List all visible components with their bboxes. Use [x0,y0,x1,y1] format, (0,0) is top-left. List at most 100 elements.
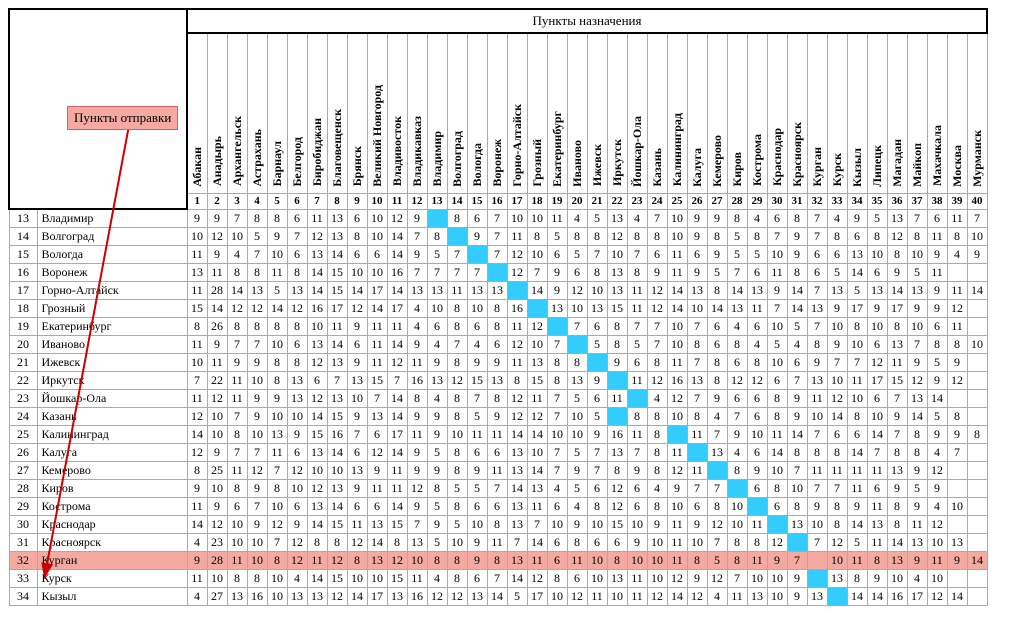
data-cell: 10 [667,408,687,426]
row-num: 17 [9,282,37,300]
table-row: 15Вологда1194710613146614957712106571076… [9,246,987,264]
col-num-1: 1 [187,193,207,209]
table-row: 24Казань12107910101415913149985912127105… [9,408,987,426]
data-cell: 11 [747,300,767,318]
data-cell: 26 [207,318,227,336]
data-cell: 10 [287,408,307,426]
data-cell: 11 [407,426,427,444]
col-num-33: 33 [827,193,847,209]
data-cell: 10 [507,209,527,228]
data-cell: 7 [767,228,787,246]
data-cell: 9 [247,480,267,498]
data-cell: 15 [367,372,387,390]
data-cell: 11 [667,246,687,264]
data-cell: 11 [387,318,407,336]
data-cell: 10 [887,570,907,588]
data-cell: 8 [267,318,287,336]
dest-col-5: Барнаул [267,33,287,193]
data-cell: 8 [267,372,287,390]
data-cell: 9 [867,300,887,318]
data-cell: 14 [767,444,787,462]
data-cell: 4 [927,498,947,516]
data-cell: 8 [707,282,727,300]
data-cell: 9 [427,408,447,426]
dest-col-27: Кемерово [707,33,727,193]
data-cell: 6 [287,246,307,264]
col-num-15: 15 [467,193,487,209]
data-cell: 11 [307,209,327,228]
table-row: 32Курган92811108121112813121088981311611… [9,552,987,570]
data-cell: 4 [407,318,427,336]
data-cell [967,570,987,588]
data-cell: 12 [267,516,287,534]
data-cell: 8 [407,390,427,408]
data-cell: 9 [207,336,227,354]
data-cell: 10 [967,228,987,246]
data-cell: 9 [687,516,707,534]
data-cell: 8 [447,209,467,228]
data-cell: 8 [807,444,827,462]
col-num-40: 40 [967,193,987,209]
data-cell: 10 [627,552,647,570]
data-cell: 16 [887,588,907,606]
dest-col-34: Кызыл [847,33,867,193]
data-cell: 11 [927,264,947,282]
data-cell: 7 [367,390,387,408]
data-cell: 11 [367,354,387,372]
data-cell: 11 [667,552,687,570]
distance-table: Пункты назначения АбаканАнадырьАрхангель… [8,8,988,606]
data-cell: 10 [827,372,847,390]
data-cell: 13 [507,444,527,462]
col-num-12: 12 [407,193,427,209]
data-cell: 13 [327,480,347,498]
data-cell: 11 [447,282,467,300]
col-num-26: 26 [687,193,707,209]
data-cell: 8 [727,209,747,228]
data-cell: 6 [567,570,587,588]
data-cell: 13 [507,462,527,480]
data-cell: 14 [347,282,367,300]
data-cell: 10 [547,426,567,444]
data-cell: 11 [387,462,407,480]
data-cell: 9 [207,498,227,516]
data-cell: 12 [567,282,587,300]
data-cell: 14 [867,588,887,606]
data-cell: 14 [867,426,887,444]
data-cell: 8 [507,372,527,390]
data-cell: 9 [927,300,947,318]
data-cell: 9 [787,570,807,588]
data-cell: 7 [547,390,567,408]
data-cell: 4 [427,390,447,408]
data-cell: 8 [587,498,607,516]
data-cell: 9 [487,354,507,372]
data-cell: 13 [307,336,327,354]
data-cell: 10 [587,282,607,300]
data-cell: 6 [427,318,447,336]
data-cell: 12 [647,588,667,606]
data-cell: 13 [807,372,827,390]
data-cell: 11 [227,462,247,480]
data-cell: 8 [767,390,787,408]
data-cell: 8 [647,426,667,444]
data-cell: 6 [547,552,567,570]
data-cell: 10 [927,534,947,552]
data-cell: 7 [647,336,667,354]
col-num-34: 34 [847,193,867,209]
data-cell: 9 [487,408,507,426]
data-cell: 15 [387,570,407,588]
data-cell [967,498,987,516]
data-cell: 9 [767,282,787,300]
data-cell: 6 [587,534,607,552]
data-cell: 12 [827,390,847,408]
data-cell: 13 [747,588,767,606]
row-name: Краснодар [37,516,187,534]
data-cell: 7 [947,444,967,462]
data-cell: 9 [907,300,927,318]
data-cell: 9 [567,462,587,480]
data-cell: 12 [647,282,667,300]
data-cell [487,264,507,282]
data-cell: 9 [247,516,267,534]
data-cell: 9 [467,534,487,552]
data-cell: 9 [767,552,787,570]
data-cell: 13 [287,372,307,390]
